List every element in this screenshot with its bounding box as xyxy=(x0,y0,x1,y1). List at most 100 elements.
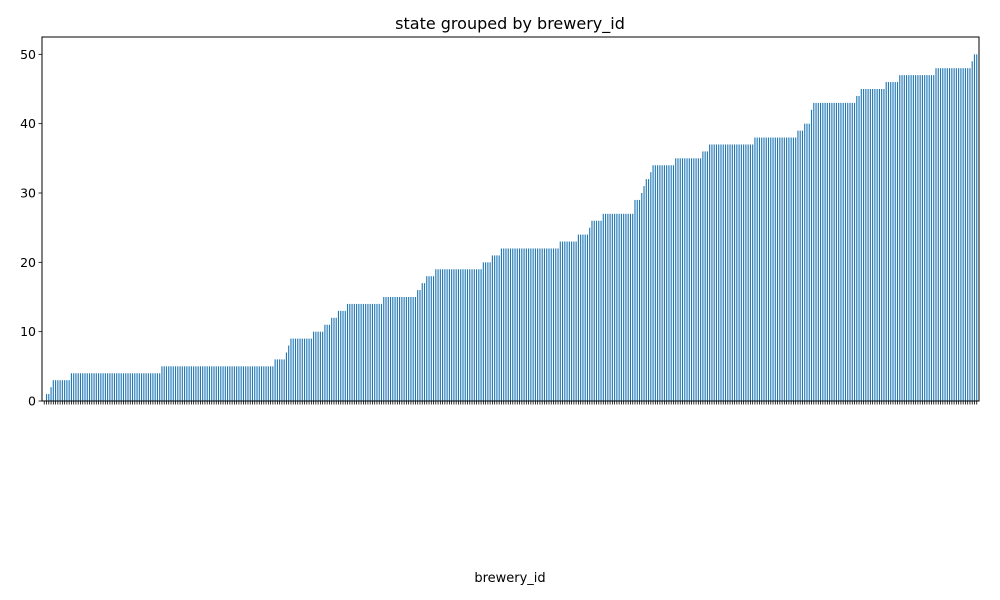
bar xyxy=(507,248,509,401)
bar xyxy=(256,366,258,401)
bar xyxy=(636,199,638,401)
y-ticks-group: 0 10 20 30 40 50 xyxy=(20,47,42,409)
bar xyxy=(193,366,195,401)
bar xyxy=(906,75,908,401)
bar xyxy=(564,241,566,401)
bar xyxy=(380,303,383,401)
bar xyxy=(331,317,333,401)
bars-group xyxy=(45,54,978,402)
bar xyxy=(177,366,179,401)
bar xyxy=(437,269,439,401)
bar xyxy=(598,220,600,401)
bar xyxy=(718,144,720,401)
bar xyxy=(154,373,156,401)
bar xyxy=(896,82,899,401)
bar xyxy=(179,366,181,401)
bar xyxy=(222,366,224,401)
bar xyxy=(396,297,398,401)
bar xyxy=(899,75,901,401)
bar xyxy=(317,331,319,401)
bar xyxy=(946,68,948,401)
bar xyxy=(378,303,380,401)
bar xyxy=(604,213,607,401)
bar xyxy=(666,165,668,401)
bar xyxy=(618,213,620,401)
bar xyxy=(215,366,217,401)
bar xyxy=(111,373,113,401)
bar xyxy=(829,102,831,402)
bar xyxy=(383,297,385,401)
y-tick-label: 40 xyxy=(20,116,36,131)
bar xyxy=(294,338,297,401)
bar xyxy=(451,269,453,401)
bar xyxy=(523,248,525,401)
bar xyxy=(55,380,57,401)
bar xyxy=(297,338,299,401)
bar xyxy=(475,269,478,401)
bar xyxy=(419,290,421,401)
bar xyxy=(772,137,774,401)
bar xyxy=(571,241,573,401)
bar xyxy=(423,283,426,401)
bar xyxy=(702,151,704,401)
bar xyxy=(313,331,315,401)
bar xyxy=(937,68,939,401)
bar xyxy=(120,373,122,401)
bar xyxy=(288,345,290,401)
bar xyxy=(713,144,715,401)
bar xyxy=(308,338,310,401)
bar xyxy=(45,394,48,401)
bar xyxy=(374,303,376,401)
bar xyxy=(485,262,487,401)
bar xyxy=(616,213,618,401)
bar xyxy=(786,137,788,401)
bar xyxy=(75,373,77,401)
bar xyxy=(399,297,401,401)
bar xyxy=(498,255,500,401)
bar xyxy=(387,297,389,401)
bar xyxy=(747,144,749,401)
bar xyxy=(695,158,697,401)
bar xyxy=(933,75,935,401)
bar xyxy=(224,366,226,401)
bar xyxy=(152,373,154,401)
bar xyxy=(50,387,52,401)
bar xyxy=(921,75,923,401)
bar xyxy=(326,324,328,401)
bar xyxy=(206,366,208,401)
bar xyxy=(788,137,790,401)
bar xyxy=(704,151,706,401)
bar xyxy=(109,373,111,401)
bar xyxy=(573,241,575,401)
bar xyxy=(172,366,174,401)
bar xyxy=(779,137,781,401)
bar xyxy=(68,380,70,401)
bar xyxy=(208,366,211,401)
bar xyxy=(620,213,622,401)
bar xyxy=(401,297,403,401)
bar xyxy=(543,248,546,401)
bar xyxy=(915,75,917,401)
x-axis-label: brewery_id xyxy=(474,571,545,586)
bar xyxy=(623,213,625,401)
bar xyxy=(159,373,161,401)
bar xyxy=(743,144,745,401)
bar xyxy=(541,248,543,401)
bar xyxy=(389,297,392,401)
bar xyxy=(949,68,951,401)
bar xyxy=(652,165,654,401)
bar xyxy=(672,165,675,401)
bar xyxy=(881,89,883,401)
bar xyxy=(122,373,125,401)
bar xyxy=(924,75,926,401)
bar xyxy=(340,310,342,401)
bar xyxy=(867,89,869,401)
bar xyxy=(887,82,890,401)
bar xyxy=(138,373,140,401)
bar xyxy=(935,68,937,401)
bar xyxy=(163,366,165,401)
bar xyxy=(736,144,738,401)
bar xyxy=(555,248,557,401)
bar xyxy=(127,373,129,401)
bar xyxy=(480,269,482,401)
